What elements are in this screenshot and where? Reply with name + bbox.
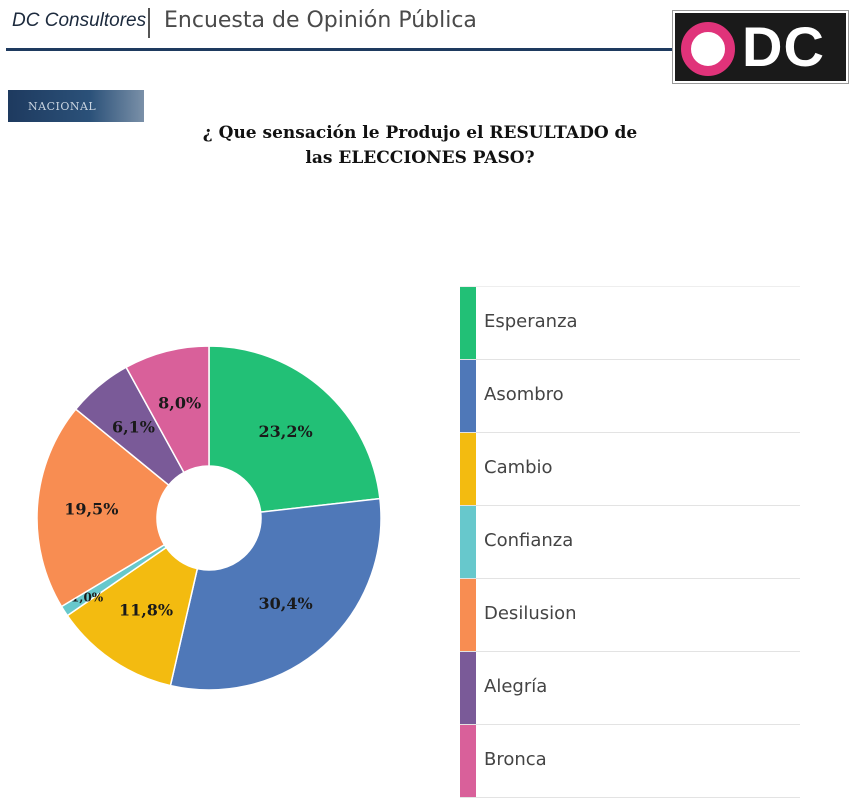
legend-label: Asombro <box>484 384 564 405</box>
legend-swatch <box>460 287 476 359</box>
dc-logo: DC <box>673 11 848 83</box>
logo-ring-icon <box>681 22 735 76</box>
legend-swatch <box>460 652 476 724</box>
legend-label: Esperanza <box>484 311 578 332</box>
legend-label: Bronca <box>484 749 547 770</box>
header-rule <box>6 48 678 51</box>
legend-item-asombro: Asombro <box>460 359 800 432</box>
logo-text: DC <box>742 15 825 78</box>
slice-label-alegría: 6,1% <box>112 417 155 436</box>
slice-label-desilusion: 19,5% <box>64 499 118 518</box>
header-divider <box>148 8 150 38</box>
header-subtitle: Encuesta de Opinión Pública <box>164 8 477 33</box>
slice-cambio <box>66 546 199 687</box>
legend-item-desilusion: Desilusion <box>460 578 800 651</box>
legend-swatch <box>460 360 476 432</box>
slice-label-asombro: 30,4% <box>259 594 313 613</box>
slice-label-cambio: 11,8% <box>119 601 173 620</box>
legend-item-esperanza: Esperanza <box>460 286 800 359</box>
legend-item-alegría: Alegría <box>460 651 800 724</box>
question-line-2: las ELECCIONES PASO? <box>305 148 535 168</box>
chart-legend: Esperanza Asombro Cambio Confianza Desilusio… <box>460 286 800 798</box>
legend-label: Alegría <box>484 676 548 697</box>
slice-esperanza <box>208 345 381 513</box>
header: DC Consultores Encuesta de Opinión Públi… <box>0 0 862 83</box>
section-tag-label: NACIONAL <box>28 100 97 113</box>
section-tag: NACIONAL <box>8 90 144 122</box>
slice-label-bronca: 8,0% <box>158 394 201 413</box>
slice-label-esperanza: 23,2% <box>259 422 313 441</box>
question-line-1: ¿ Que sensación le Produjo el RESULTADO … <box>202 123 638 143</box>
legend-label: Desilusion <box>484 603 577 624</box>
brand-name: DC Consultores <box>12 10 147 31</box>
legend-item-cambio: Cambio <box>460 432 800 505</box>
slice-asombro <box>169 497 382 691</box>
legend-swatch <box>460 579 476 651</box>
legend-label: Cambio <box>484 457 553 478</box>
donut-chart: 23,2%30,4%11,8%1,0%19,5%6,1%8,0% <box>36 345 382 691</box>
legend-item-bronca: Bronca <box>460 724 800 798</box>
slice-bronca <box>125 345 210 474</box>
legend-item-confianza: Confianza <box>460 505 800 578</box>
legend-swatch <box>460 506 476 578</box>
legend-swatch <box>460 433 476 505</box>
legend-swatch <box>460 725 476 797</box>
chart-question: ¿ Que sensación le Produjo el RESULTADO … <box>150 121 690 171</box>
legend-label: Confianza <box>484 530 574 551</box>
